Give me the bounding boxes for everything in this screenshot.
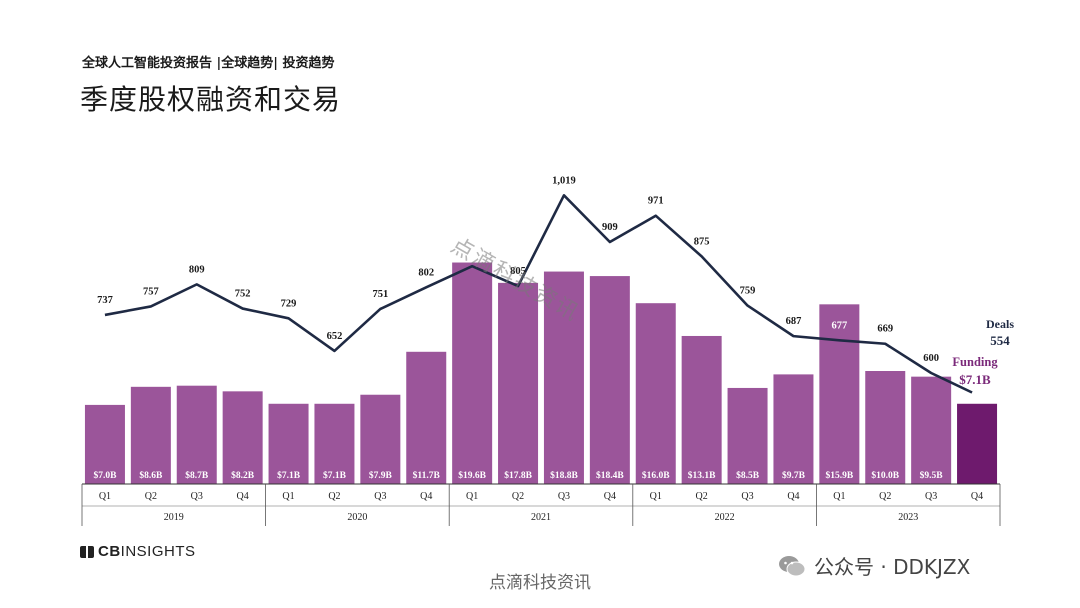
funding-data-label: $9.7B <box>782 470 806 481</box>
funding-data-label: $15.9B <box>825 470 853 481</box>
quarter-tick-label: Q2 <box>512 491 524 502</box>
funding-bar <box>957 403 998 484</box>
quarter-tick-label: Q4 <box>420 491 432 502</box>
funding-bar <box>222 391 263 484</box>
funding-data-label: $16.0B <box>642 470 670 481</box>
page-title: 季度股权融资和交易 <box>80 83 342 116</box>
funding-bar <box>268 403 309 484</box>
funding-bar <box>819 304 860 484</box>
funding-bar <box>452 262 493 484</box>
deals-data-label: 600 <box>923 353 939 364</box>
funding-bar <box>176 385 217 484</box>
deals-data-label: 1,019 <box>552 175 576 186</box>
funding-data-label: $8.2B <box>231 470 255 481</box>
quarter-tick-label: Q4 <box>787 491 799 502</box>
funding-bar <box>84 404 125 484</box>
quarter-tick-label: Q1 <box>833 491 845 502</box>
funding-deals-chart: $7.0B $8.6B $8.7B $8.2B $7.1B $7.1B $7.9B $11.7… <box>81 175 1014 526</box>
funding-data-label: $8.5B <box>736 470 760 481</box>
funding-bar <box>314 403 355 484</box>
funding-bar <box>406 351 447 484</box>
deals-data-label: 729 <box>281 298 297 309</box>
funding-bar <box>727 387 768 484</box>
funding-last-value: $7.1B <box>959 372 991 387</box>
funding-data-label: $7.9B <box>369 470 393 481</box>
deals-data-label: 677 <box>831 320 847 331</box>
year-tick-label: 2021 <box>531 512 551 523</box>
deals-data-label: 809 <box>189 264 205 275</box>
quarter-tick-label: Q1 <box>99 491 111 502</box>
quarter-tick-label: Q2 <box>879 491 891 502</box>
wechat-label: 公众号 · DDKJZX <box>814 555 971 579</box>
quarter-tick-label: Q1 <box>282 491 294 502</box>
quarter-tick-label: Q3 <box>925 491 937 502</box>
deals-data-label: 852 <box>464 246 480 257</box>
funding-data-label: $11.7B <box>413 470 441 481</box>
quarter-tick-label: Q3 <box>191 491 203 502</box>
logo-suffix: INSIGHTS <box>120 543 196 560</box>
deals-data-label: 875 <box>694 236 710 247</box>
quarter-tick-label: Q1 <box>650 491 662 502</box>
funding-bar <box>635 303 676 484</box>
funding-bar <box>498 282 539 484</box>
quarter-tick-label: Q3 <box>558 491 570 502</box>
deals-data-label: 669 <box>877 324 893 335</box>
funding-data-label: $10.0B <box>871 470 899 481</box>
quarter-tick-label: Q2 <box>696 491 708 502</box>
deals-data-label: 737 <box>97 295 113 306</box>
logo-prefix: CB <box>98 543 121 560</box>
quarter-tick-label: Q2 <box>328 491 340 502</box>
funding-data-label: $18.4B <box>596 470 624 481</box>
deals-data-label: 802 <box>418 267 434 278</box>
funding-bar <box>681 335 722 484</box>
deals-data-label: 757 <box>143 286 159 297</box>
funding-bar <box>865 371 906 484</box>
quarter-tick-label: Q3 <box>741 491 753 502</box>
quarter-tick-label: Q4 <box>971 491 983 502</box>
quarter-tick-label: Q1 <box>466 491 478 502</box>
funding-data-label: $7.0B <box>93 470 117 481</box>
quarter-tick-label: Q2 <box>145 491 157 502</box>
deals-data-label: 971 <box>648 196 664 207</box>
report-subtitle: 全球人工智能投资报告 |全球趋势| 投资趋势 <box>82 56 335 71</box>
deals-data-label: 687 <box>786 316 802 327</box>
funding-data-label: $17.8B <box>504 470 532 481</box>
deals-data-label: 759 <box>740 286 756 297</box>
funding-data-label: $18.8B <box>550 470 578 481</box>
year-tick-label: 2020 <box>347 512 367 523</box>
funding-bar <box>130 386 171 484</box>
funding-data-label: $7.1B <box>277 470 301 481</box>
deals-last-value: 554 <box>990 333 1010 348</box>
funding-bar <box>589 276 630 484</box>
cb-insights-logo: CB INSIGHTS <box>80 543 196 560</box>
funding-data-label: $13.1B <box>688 470 716 481</box>
funding-bar <box>911 376 952 484</box>
footer-source: 点滴科技资讯 <box>489 573 591 593</box>
funding-bar <box>773 374 814 484</box>
funding-bar <box>543 271 584 484</box>
funding-data-label: $8.7B <box>185 470 209 481</box>
quarter-tick-label: Q4 <box>237 491 249 502</box>
funding-data-label: $8.6B <box>139 470 163 481</box>
funding-data-label: $19.6B <box>458 470 486 481</box>
quarter-tick-label: Q4 <box>604 491 616 502</box>
wechat-account: 公众号 · DDKJZX <box>778 551 970 580</box>
cb-logo-icon <box>80 545 94 558</box>
wechat-icon <box>779 555 806 576</box>
deals-series-name: Deals <box>986 317 1014 331</box>
year-tick-label: 2019 <box>164 512 184 523</box>
funding-data-label: $9.5B <box>920 470 944 481</box>
deals-data-label: 909 <box>602 222 618 233</box>
deals-data-label: 652 <box>327 331 343 342</box>
funding-data-label: $7.1B <box>323 470 347 481</box>
year-tick-label: 2022 <box>715 512 735 523</box>
deals-line <box>104 194 973 394</box>
year-tick-label: 2023 <box>898 512 918 523</box>
deals-data-label: 805 <box>510 266 526 277</box>
funding-bar <box>360 394 401 484</box>
deals-data-label: 751 <box>372 289 388 300</box>
funding-series-name: Funding <box>952 355 998 369</box>
deals-data-label: 752 <box>235 289 251 300</box>
quarter-tick-label: Q3 <box>374 491 386 502</box>
